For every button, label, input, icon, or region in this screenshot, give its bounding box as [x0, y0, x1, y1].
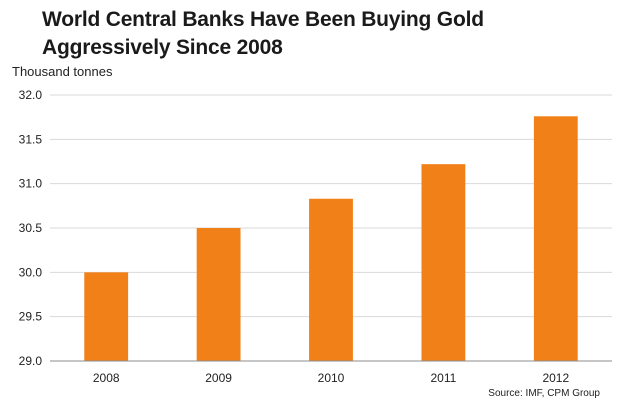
- source-note: Source: IMF, CPM Group: [488, 388, 600, 399]
- y-tick-label: 29.0: [19, 354, 43, 368]
- x-tick-label: 2008: [93, 371, 120, 385]
- bar-2009: [196, 228, 241, 361]
- chart-title-line-2: Aggressively Since 2008: [42, 36, 283, 59]
- bar-2012: [533, 116, 578, 361]
- y-tick-label: 30.0: [19, 265, 43, 279]
- y-tick-label: 30.5: [19, 221, 43, 235]
- y-tick-labels: 29.0 29.5 30.0 30.5 31.0 31.5 32.0: [19, 88, 43, 368]
- bar-2008: [84, 272, 129, 361]
- x-tick-label: 2012: [542, 371, 569, 385]
- y-tick-label: 29.5: [19, 310, 43, 324]
- y-tick-label: 32.0: [19, 88, 43, 102]
- x-tick-label: 2009: [205, 371, 232, 385]
- x-tick-labels: 2008 2009 2010 2011 2012: [93, 371, 570, 385]
- x-tick-label: 2010: [318, 371, 345, 385]
- bars: [84, 116, 578, 361]
- bar-2010: [309, 198, 353, 361]
- y-tick-label: 31.5: [19, 132, 43, 146]
- chart-title-line-1: World Central Banks Have Been Buying Gol…: [42, 8, 484, 31]
- x-tick-label: 2011: [430, 371, 456, 385]
- chart-title: World Central Banks Have Been Buying Gol…: [42, 6, 602, 62]
- y-tick-label: 31.0: [19, 177, 43, 191]
- bar-2011: [421, 164, 466, 361]
- y-axis-label: Thousand tonnes: [12, 64, 113, 79]
